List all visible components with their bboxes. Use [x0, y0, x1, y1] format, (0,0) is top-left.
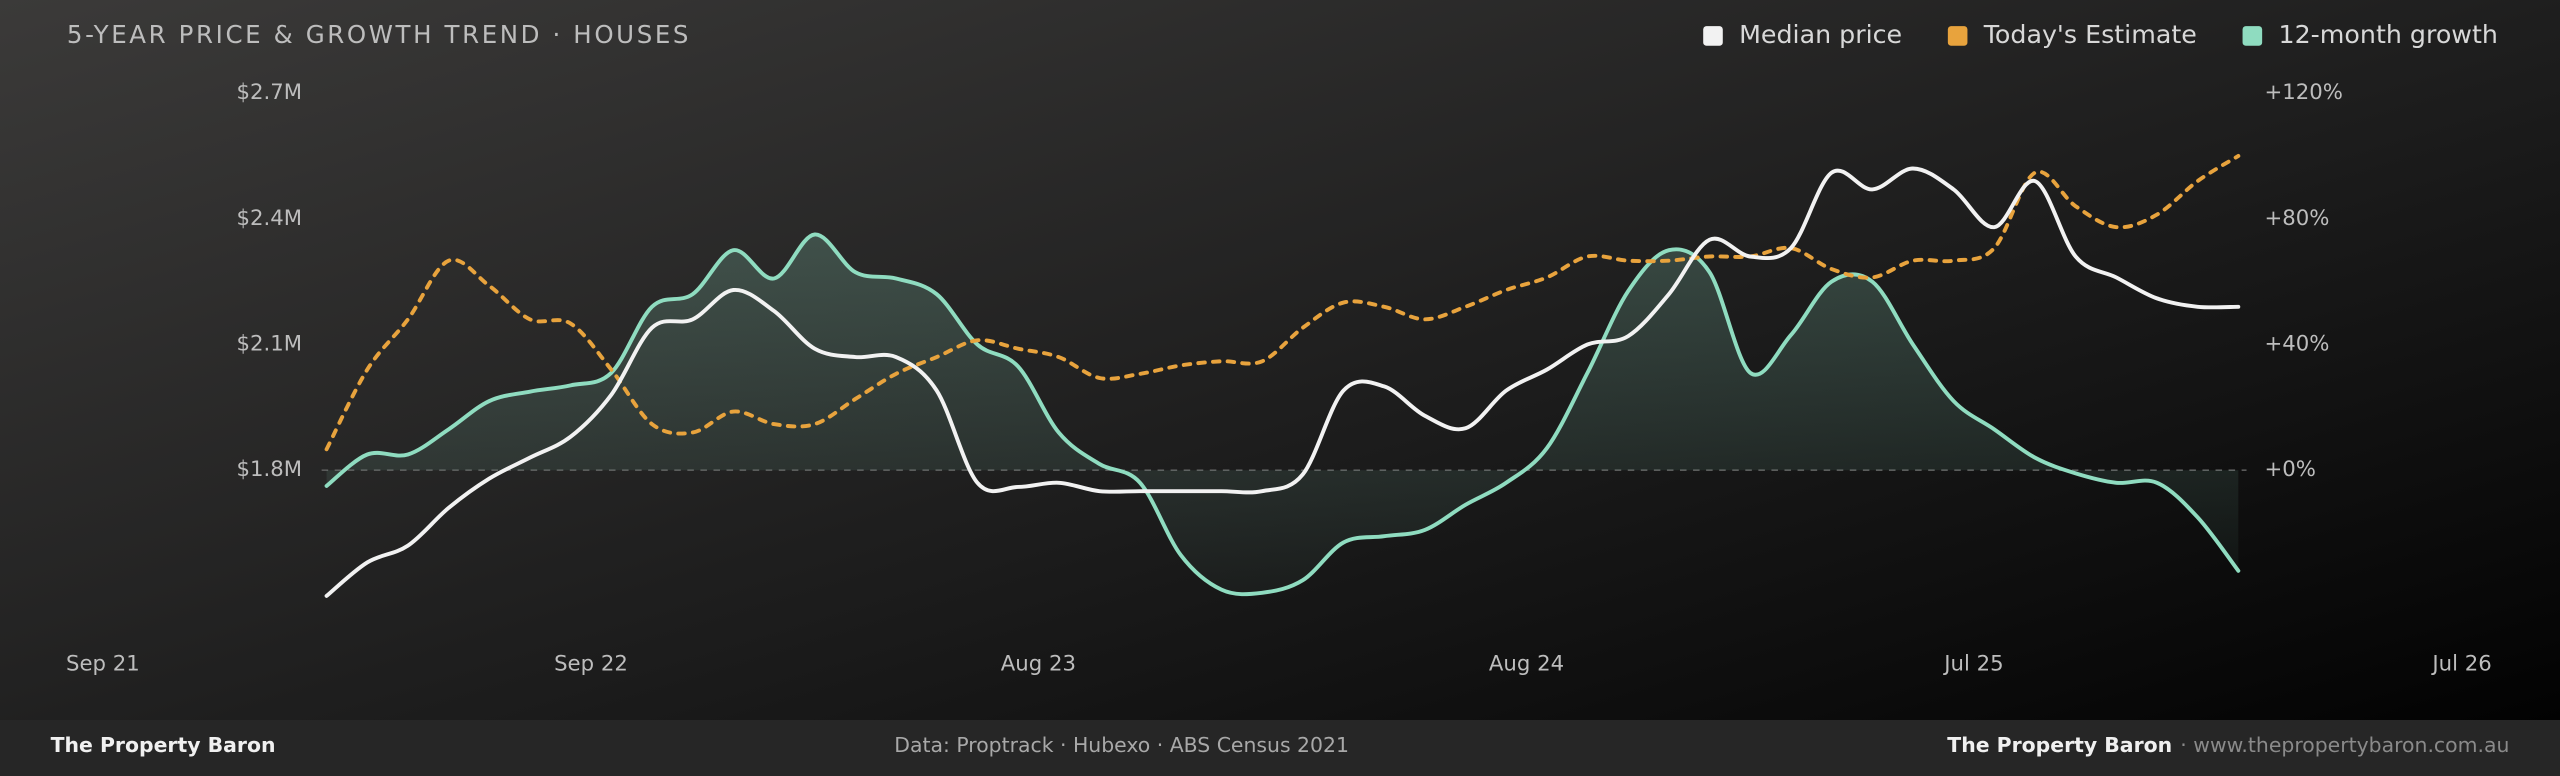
series-line: [324, 153, 2241, 452]
x-tick-label: Jul 25: [1942, 651, 2003, 676]
x-tick-label: Aug 24: [1489, 651, 1564, 676]
footer-bar: [0, 720, 2560, 776]
legend-swatch: [1703, 26, 1723, 46]
x-tick-label: Jul 26: [2430, 651, 2491, 676]
y-tick-label: $1.8M: [236, 457, 302, 482]
chart-title: 5-YEAR PRICE & GROWTH TREND · HOUSES: [67, 20, 691, 49]
y2-tick-label: +80%: [2264, 206, 2329, 231]
x-tick-label: Aug 23: [1001, 651, 1076, 676]
y2-tick-label: +120%: [2264, 80, 2342, 105]
legend-label: Median price: [1739, 20, 1902, 49]
footer-credit-brand: The Property Baron: [1947, 733, 2172, 757]
y-tick-label: $2.7M: [236, 80, 302, 105]
legend-label: 12-month growth: [2278, 20, 2497, 49]
series-line: [324, 166, 2241, 598]
x-tick-label: Sep 22: [554, 651, 628, 676]
legend-label: Today's Estimate: [1983, 20, 2197, 49]
series-area: [326, 234, 2239, 595]
legend-swatch: [1947, 26, 1968, 46]
y2-tick-label: +0%: [2264, 457, 2315, 482]
series-line: [324, 232, 2241, 597]
plot: $1.8M $2.1M $2.4M $2.7M +0% +40% +80% +120% Sep …: [66, 80, 2492, 676]
footer-credit: The Property Baron · www.thepropertybaron…: [1947, 733, 2509, 757]
y2-tick-label: +40%: [2264, 331, 2329, 356]
legend: 12-month growth Today's Estimate Median pr…: [1703, 20, 2498, 49]
y-tick-label: $2.4M: [236, 206, 302, 231]
y-tick-label: $2.1M: [236, 331, 302, 356]
footer-brand: The Property Baron: [51, 733, 276, 757]
footer-credit-url: · www.thepropertybaron.com.au: [2180, 733, 2509, 757]
footer-source: Data: Proptrack · Hubexo · ABS Census 20…: [894, 733, 1349, 757]
x-tick-label: Sep 21: [66, 651, 140, 676]
legend-swatch: [2242, 26, 2263, 46]
